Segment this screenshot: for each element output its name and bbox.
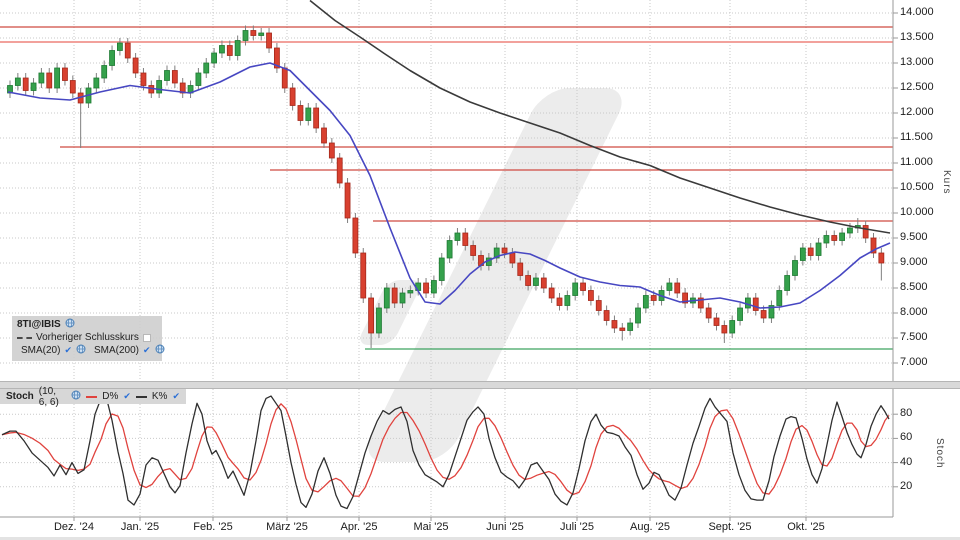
month-tick-label: Okt. '25 [787, 521, 825, 533]
month-tick-label: März '25 [266, 521, 308, 533]
stoch-tick-label: 60 [900, 431, 913, 444]
stoch-tick-label: 40 [900, 455, 913, 468]
stoch-legend: Stoch (10, 6, 6) D% ✔ K% ✔ [0, 386, 186, 408]
month-tick-label: Mai '25 [413, 521, 449, 533]
prev-close-checkbox[interactable] [142, 333, 151, 342]
price-tick-label: 13.500 [900, 31, 934, 43]
price-tick-label: 7.500 [900, 331, 928, 343]
month-tick-label: Feb. '25 [193, 521, 233, 533]
month-tick-label: Sept. '25 [708, 521, 752, 533]
prev-close-label: Vorheriger Schlusskurs [36, 332, 139, 343]
price-tick-label: 10.500 [900, 181, 934, 193]
price-tick-label: 11.500 [900, 131, 933, 143]
stoch-d-swatch [86, 395, 98, 398]
bottom-strip [0, 537, 960, 540]
stoch-tick-label: 20 [900, 479, 913, 492]
globe-icon[interactable] [65, 318, 75, 331]
month-tick-label: Jan. '25 [120, 521, 160, 533]
stoch-k-checkbox[interactable]: ✔ [172, 391, 180, 401]
price-tick-label: 8.000 [900, 306, 928, 318]
price-tick-label: 12.000 [900, 106, 934, 118]
month-tick-label: Apr. '25 [340, 521, 378, 533]
globe-icon[interactable] [71, 390, 81, 403]
price-tick-label: 13.000 [900, 56, 934, 68]
stoch-axis-title: Stoch [934, 438, 945, 469]
month-tick-label: Dez. '24 [53, 521, 94, 533]
stoch-k-swatch [135, 395, 147, 398]
price-tick-label: 11.000 [900, 156, 933, 168]
instrument-symbol: 8TI@IBIS [17, 319, 61, 330]
globe-icon[interactable] [76, 344, 86, 357]
main-chart-legend: 8TI@IBIS Vorheriger Schlusskurs SMA(20) … [12, 316, 165, 361]
panel-separator [0, 381, 960, 389]
month-tick-label: Aug. '25 [629, 521, 671, 533]
stoch-title: Stoch [6, 391, 34, 402]
price-tick-label: 14.000 [900, 6, 934, 18]
stoch-k-label: K% [151, 391, 168, 402]
price-axis-title: Kurs [941, 170, 952, 195]
month-tick-label: Juni '25 [486, 521, 524, 533]
price-tick-label: 12.500 [900, 81, 934, 93]
price-tick-label: 9.500 [900, 231, 928, 243]
month-tick-label: Juli '25 [560, 521, 594, 533]
price-tick-label: 8.500 [900, 281, 928, 293]
price-tick-label: 7.000 [900, 356, 928, 368]
stoch-d-label: D% [102, 391, 119, 402]
sma20-checkbox[interactable]: ✔ [64, 345, 72, 355]
sma200-checkbox[interactable]: ✔ [143, 345, 151, 355]
sma200-label: SMA(200) [94, 345, 140, 356]
price-tick-label: 10.000 [900, 206, 934, 218]
globe-icon[interactable] [155, 344, 165, 357]
prev-close-line-swatch [17, 336, 32, 339]
stoch-d-checkbox[interactable]: ✔ [123, 391, 131, 401]
stoch-tick-label: 80 [900, 407, 913, 420]
sma20-label: SMA(20) [21, 345, 61, 356]
stoch-params: (10, 6, 6) [38, 385, 59, 408]
price-tick-label: 9.000 [900, 256, 928, 268]
